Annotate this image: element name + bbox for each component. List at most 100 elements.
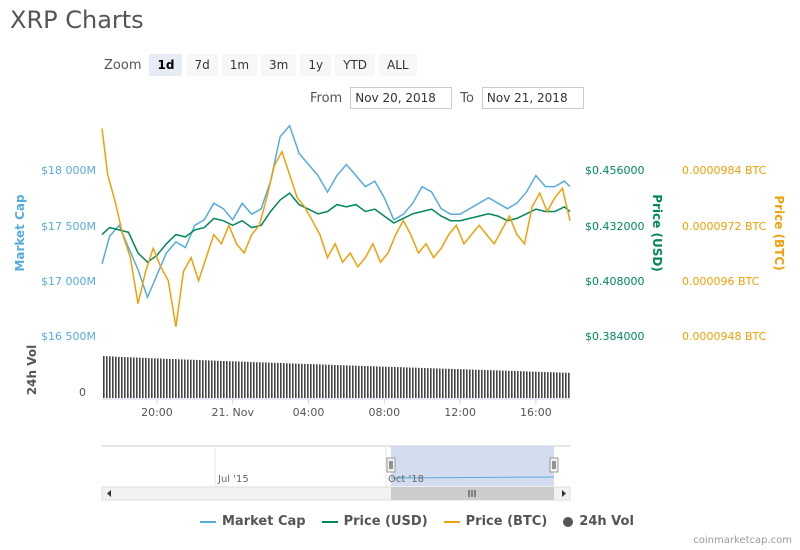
volume-bar	[121, 356, 123, 398]
legend-price-usd[interactable]: Price (USD)	[321, 514, 428, 529]
volume-axis: 0 24h Vol	[25, 345, 86, 399]
volume-bar	[283, 363, 285, 398]
navigator-right-handle[interactable]	[549, 457, 559, 473]
from-label: From	[310, 90, 343, 106]
volume-bar	[250, 362, 252, 398]
navigator[interactable]: Jul '15 Oct '18	[101, 445, 571, 501]
volume-bar	[232, 361, 234, 398]
from-date-input[interactable]	[350, 87, 453, 109]
volume-bar	[511, 370, 513, 398]
navigator-series	[390, 476, 555, 479]
volume-bar	[307, 364, 309, 398]
volume-bar	[496, 370, 498, 398]
volume-bar	[115, 356, 117, 398]
market-cap-swatch-icon	[200, 520, 216, 523]
volume-bar	[478, 369, 480, 398]
volume-bar	[190, 359, 192, 398]
market-cap-axis: $16 500M $17 000M $17 500M $18 000M Mark…	[13, 164, 96, 343]
volume-bar	[424, 368, 426, 398]
volume-bar	[529, 371, 531, 398]
zoom-7d-button[interactable]: 7d	[186, 54, 218, 76]
volume-bar	[220, 360, 222, 398]
volume-bar	[352, 365, 354, 398]
volume-bar	[313, 364, 315, 398]
volume-tick-label: 0	[79, 386, 86, 399]
volume-bar	[292, 363, 294, 398]
volume-bar	[436, 368, 438, 398]
x-tick-label: 20:00	[141, 406, 173, 419]
mcap-tick-label: $17 000M	[41, 275, 96, 288]
x-tick-label: 21. Nov	[212, 406, 255, 419]
volume-bar	[493, 370, 495, 398]
usd-tick-label: $0.456000	[585, 164, 645, 177]
volume-bar	[238, 361, 240, 398]
btc-tick-label: 0.000096 BTC	[682, 275, 760, 288]
navigator-selection[interactable]	[391, 446, 554, 486]
navigator-label: Oct '18	[388, 474, 424, 485]
volume-bar	[217, 360, 219, 398]
volume-bar	[379, 366, 381, 398]
chart-legend: Market Cap Price (USD) Price (BTC) 24h V…	[200, 514, 650, 529]
volume-bar	[331, 364, 333, 398]
volume-bar	[340, 365, 342, 398]
volume-bar	[316, 364, 318, 398]
price-usd-line	[101, 192, 571, 264]
volume-bar	[295, 363, 297, 398]
xrp-chart[interactable]: $16 500M $17 000M $17 500M $18 000M Mark…	[0, 0, 800, 510]
zoom-all-button[interactable]: ALL	[379, 54, 417, 76]
volume-bar	[526, 371, 528, 398]
page-title: XRP Charts	[10, 6, 144, 34]
zoom-1y-button[interactable]: 1y	[300, 54, 332, 76]
legend-price-btc[interactable]: Price (BTC)	[443, 514, 547, 529]
volume-bar	[355, 365, 357, 398]
volume-bar	[298, 363, 300, 398]
volume-bar	[481, 369, 483, 398]
navigator-left-handle[interactable]	[386, 457, 396, 473]
scrollbar-grip-icon	[468, 490, 476, 497]
zoom-3m-button[interactable]: 3m	[261, 54, 297, 76]
volume-bar	[541, 371, 543, 398]
volume-bar	[460, 369, 462, 398]
volume-bar	[508, 370, 510, 398]
volume-bar	[415, 367, 417, 398]
volume-bar	[367, 366, 369, 398]
zoom-1m-button[interactable]: 1m	[221, 54, 258, 76]
usd-axis-title: Price (USD)	[650, 194, 664, 272]
scroll-left-arrow-icon[interactable]	[107, 490, 111, 497]
zoom-1d-button[interactable]: 1d	[149, 54, 183, 76]
volume-bar	[286, 363, 288, 398]
mcap-tick-label: $18 000M	[41, 164, 96, 177]
volume-bar	[433, 368, 435, 398]
volume-bar	[178, 359, 180, 398]
volume-bar	[160, 358, 162, 398]
legend-market-cap[interactable]: Market Cap	[200, 514, 306, 529]
volume-bar	[409, 367, 411, 398]
volume-bar	[565, 372, 567, 398]
volume-bar	[118, 356, 120, 398]
zoom-ytd-button[interactable]: YTD	[335, 54, 376, 76]
price-usd-swatch-icon	[321, 520, 338, 523]
legend-volume[interactable]: 24h Vol	[563, 514, 634, 529]
volume-bar	[487, 370, 489, 398]
volume-bar	[148, 358, 150, 398]
credits-link[interactable]: coinmarketcap.com	[693, 535, 792, 546]
volume-bar	[280, 363, 282, 398]
volume-bar	[271, 362, 273, 398]
volume-bar	[166, 358, 168, 398]
volume-bar	[244, 361, 246, 398]
volume-bar	[505, 370, 507, 398]
volume-bar	[463, 369, 465, 398]
volume-bar	[265, 362, 267, 398]
volume-bar	[466, 369, 468, 398]
scroll-right-arrow-icon[interactable]	[562, 490, 566, 497]
x-tick-label: 08:00	[368, 406, 400, 419]
volume-bar	[382, 366, 384, 398]
volume-bar	[151, 358, 153, 398]
volume-bar	[397, 367, 399, 398]
volume-bar	[421, 367, 423, 398]
volume-bar	[346, 365, 348, 398]
volume-bar	[442, 368, 444, 398]
volume-bar	[175, 359, 177, 398]
to-date-input[interactable]	[481, 87, 584, 109]
volume-bar	[568, 372, 570, 398]
